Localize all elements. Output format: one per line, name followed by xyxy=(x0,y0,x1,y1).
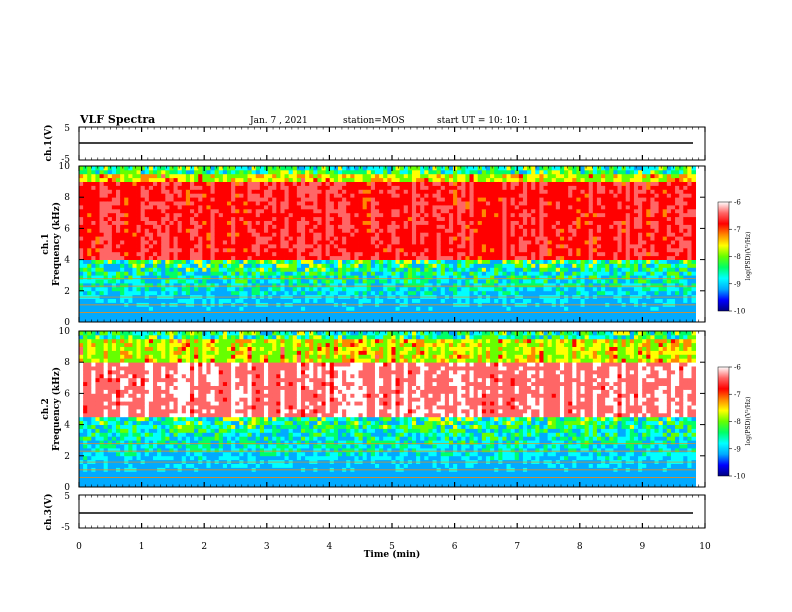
x-tick-label: 4 xyxy=(327,542,333,552)
x-tick-label: 7 xyxy=(514,542,520,552)
x-tick-label: 3 xyxy=(264,542,270,552)
ch1-voltage-panel: 5 -5 ch.1(V) xyxy=(43,124,706,165)
ch1-spectrogram-ylabel-channel: ch.1 xyxy=(41,233,51,254)
spectrogram-ytick-label: 2 xyxy=(64,287,70,297)
colorbar-tick-label: -8 xyxy=(734,418,741,426)
colorbar-tick-label: -9 xyxy=(734,445,741,453)
spectrogram-ytick-label: 4 xyxy=(64,256,70,266)
colorbar-tick-label: -10 xyxy=(734,308,745,316)
x-tick-label: 8 xyxy=(577,542,583,552)
ch1-spectrogram-heatmap xyxy=(79,166,705,323)
spectrogram-ytick-label: 8 xyxy=(64,358,70,368)
x-tick-label: 2 xyxy=(201,542,207,552)
ch1-voltage-ylabel: ch.1(V) xyxy=(43,125,54,162)
ch2-spectrogram-heatmap xyxy=(79,331,705,488)
ch2-colorbar-label: log(PSD)(V²/Hz) xyxy=(745,397,752,446)
spectrogram-ytick-label: 0 xyxy=(64,483,70,493)
colorbar-tick-label: -6 xyxy=(734,364,741,372)
colorbar-tick-label: -6 xyxy=(734,199,741,207)
x-tick-label: 6 xyxy=(452,542,458,552)
ch2-colorbar: -6 -7 -8 -9 -10 log(PSD)(V²/Hz) xyxy=(717,364,752,481)
ch1-ytick-top: 5 xyxy=(64,124,70,134)
x-axis-label: Time (min) xyxy=(364,549,421,560)
spectrogram-ytick-label: 0 xyxy=(64,318,70,328)
x-tick-label: 5 xyxy=(389,542,395,552)
spectrogram-ytick-label: 10 xyxy=(59,162,71,172)
x-tick-label: 9 xyxy=(640,542,646,552)
ch1-spectrogram-panel: 0 2 4 6 8 10 ch.1 Frequency (kHz) xyxy=(41,162,706,328)
spectrogram-ytick-label: 6 xyxy=(64,224,70,234)
ch3-ytick-top: 5 xyxy=(64,492,70,502)
colorbar-tick-label: -7 xyxy=(734,391,741,399)
spectrogram-ytick-label: 4 xyxy=(64,421,70,431)
x-tick-label: 1 xyxy=(139,542,145,552)
ch2-spectrogram-ylabel-frequency: Frequency (kHz) xyxy=(51,367,62,451)
ch2-spectrogram-ylabel-channel: ch.2 xyxy=(41,398,51,419)
ch3-ytick-bottom: -5 xyxy=(61,523,70,533)
start-time-label: start UT = 10: 10: 1 xyxy=(437,116,529,126)
ch1-ytick-bottom: -5 xyxy=(61,155,70,165)
ch3-voltage-panel: 5 -5 ch.3(V) xyxy=(43,492,706,533)
ch1-colorbar-label: log(PSD)(V²/Hz) xyxy=(745,232,752,281)
colorbar-tick-label: -10 xyxy=(734,473,745,481)
colorbar-tick-label: -8 xyxy=(734,253,741,261)
spectrogram-ytick-label: 10 xyxy=(59,327,71,337)
ch1-colorbar: -6 -7 -8 -9 -10 log(PSD)(V²/Hz) xyxy=(717,199,752,316)
figure-title: VLF Spectra xyxy=(79,113,155,126)
colorbar-tick-label: -9 xyxy=(734,280,741,288)
ch1-spectrogram-ylabel-frequency: Frequency (kHz) xyxy=(51,202,62,286)
ch2-spectrogram-panel: 0 2 4 6 8 10 ch.2 Frequency (kHz) xyxy=(41,327,706,493)
spectrogram-ytick-label: 6 xyxy=(64,389,70,399)
colorbar-tick-label: -7 xyxy=(734,226,741,234)
spectrogram-ytick-label: 2 xyxy=(64,452,70,462)
station-label: station=MOS xyxy=(343,116,405,126)
x-tick-label: 10 xyxy=(699,542,711,552)
x-tick-label: 0 xyxy=(76,542,82,552)
date-label: Jan. 7 , 2021 xyxy=(249,116,308,126)
ch3-voltage-ylabel: ch.3(V) xyxy=(43,494,54,531)
spectrogram-ytick-label: 8 xyxy=(64,193,70,203)
